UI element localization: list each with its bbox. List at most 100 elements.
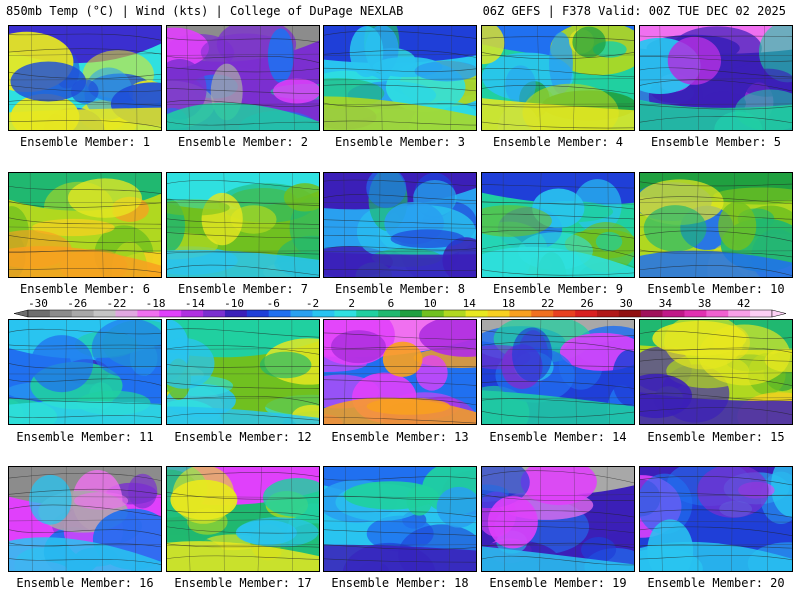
colorbar-tick-label: -26 [67,298,87,310]
colorbar-tick-label: -18 [146,298,166,310]
state-border [482,397,634,399]
state-border [696,320,699,424]
ensemble-member-label: Ensemble Member: 1 [19,135,151,149]
state-border [537,26,541,130]
warm-air-region [324,252,476,277]
isotach-line [640,375,792,386]
state-border [291,467,293,571]
ensemble-member-map [481,172,635,278]
temperature-contour-fill [697,467,769,518]
ensemble-member-map [481,466,635,572]
temperature-field [640,26,792,130]
state-border [660,173,663,277]
colorbar-swatch [750,310,773,317]
temperature-field [167,173,319,277]
isotach-line [324,416,476,424]
state-border [640,494,792,497]
run-valid-time: 06Z GEFS | F378 Valid: 00Z TUE DEC 02 20… [482,4,786,18]
isotach-line [324,529,476,536]
isotach-line [167,364,319,368]
state-border [167,53,319,56]
ensemble-member-label: Ensemble Member: 20 [647,576,785,590]
colorbar-swatch [290,310,313,317]
isotach-line [482,542,634,549]
colorbar-tick-label: 42 [737,298,750,310]
isotach-line [324,84,476,92]
state-border [324,103,476,105]
isotach-line [324,476,476,481]
isotach-line [9,344,161,347]
state-border [482,520,634,523]
isotach-line [640,213,792,220]
isotach-line [640,104,792,110]
temperature-contour-fill [739,68,792,97]
isotach-line [9,71,161,79]
temperature-contour-fill [267,28,294,83]
colorbar-swatch [662,310,685,317]
isotach-line [640,526,792,536]
colorbar-tick-label: 34 [659,298,673,310]
isotach-line [167,492,319,500]
ensemble-member-map [166,319,320,425]
temperature-contour-fill [612,349,634,406]
ensemble-member-map [481,25,635,131]
state-border [102,467,104,571]
ensemble-member-label: Ensemble Member: 5 [650,135,782,149]
temperature-field [9,26,161,130]
temperature-field [640,320,792,424]
temperature-contour-fill [235,520,297,545]
state-border [572,173,577,277]
isotach-line [167,509,319,517]
colorbar-swatch [312,310,335,317]
state-border [482,103,634,105]
ensemble-member-label: Ensemble Member: 17 [174,576,312,590]
state-border [324,496,476,499]
isotach-line [482,201,634,210]
temperature-contour-fill [10,61,87,102]
colorbar-swatch [159,310,182,317]
isotach-line [167,180,319,191]
state-border [640,226,792,228]
isotach-line [324,379,476,386]
state-border [448,467,452,571]
state-border [100,173,104,277]
ensemble-member-map [323,319,477,425]
colorbar-tick-label: 18 [502,298,515,310]
colorbar-tick-label: 14 [463,298,477,310]
isotach-line [640,554,792,561]
isotach-line [482,121,634,129]
colorbar-swatch [618,310,641,317]
state-border [640,520,792,523]
isotach-line [640,181,792,187]
state-border [258,173,260,277]
temperature-contour-fill [643,205,707,252]
isotach-line [640,509,792,518]
state-border [188,173,190,277]
state-border [99,320,104,424]
state-border [573,467,577,571]
state-border [9,347,161,350]
isotach-line [324,120,476,126]
isotach-line [640,392,792,401]
state-border [379,467,382,571]
state-border [9,519,161,522]
isotach-line [9,378,161,386]
temperature-contour-fill [770,467,792,517]
temperature-contour-fill [482,205,552,237]
state-border [31,467,33,571]
temperature-contour-fill [91,320,161,378]
colorbar-swatch [137,310,160,317]
state-border [223,467,225,571]
temperature-contour-fill [331,330,386,364]
ensemble-member-label: Ensemble Member: 18 [331,576,469,590]
isotach-line [167,55,319,63]
isotach-line [482,269,634,276]
colorbar-tick-label: -22 [106,298,126,310]
isotach-line [482,470,634,484]
warm-air-region [324,397,476,424]
temperature-contour-fill [487,495,538,549]
ensemble-member-map [323,172,477,278]
ensemble-member-label: Ensemble Member: 9 [492,282,624,296]
temperature-contour-fill [167,199,230,216]
isotach-line [324,246,476,251]
